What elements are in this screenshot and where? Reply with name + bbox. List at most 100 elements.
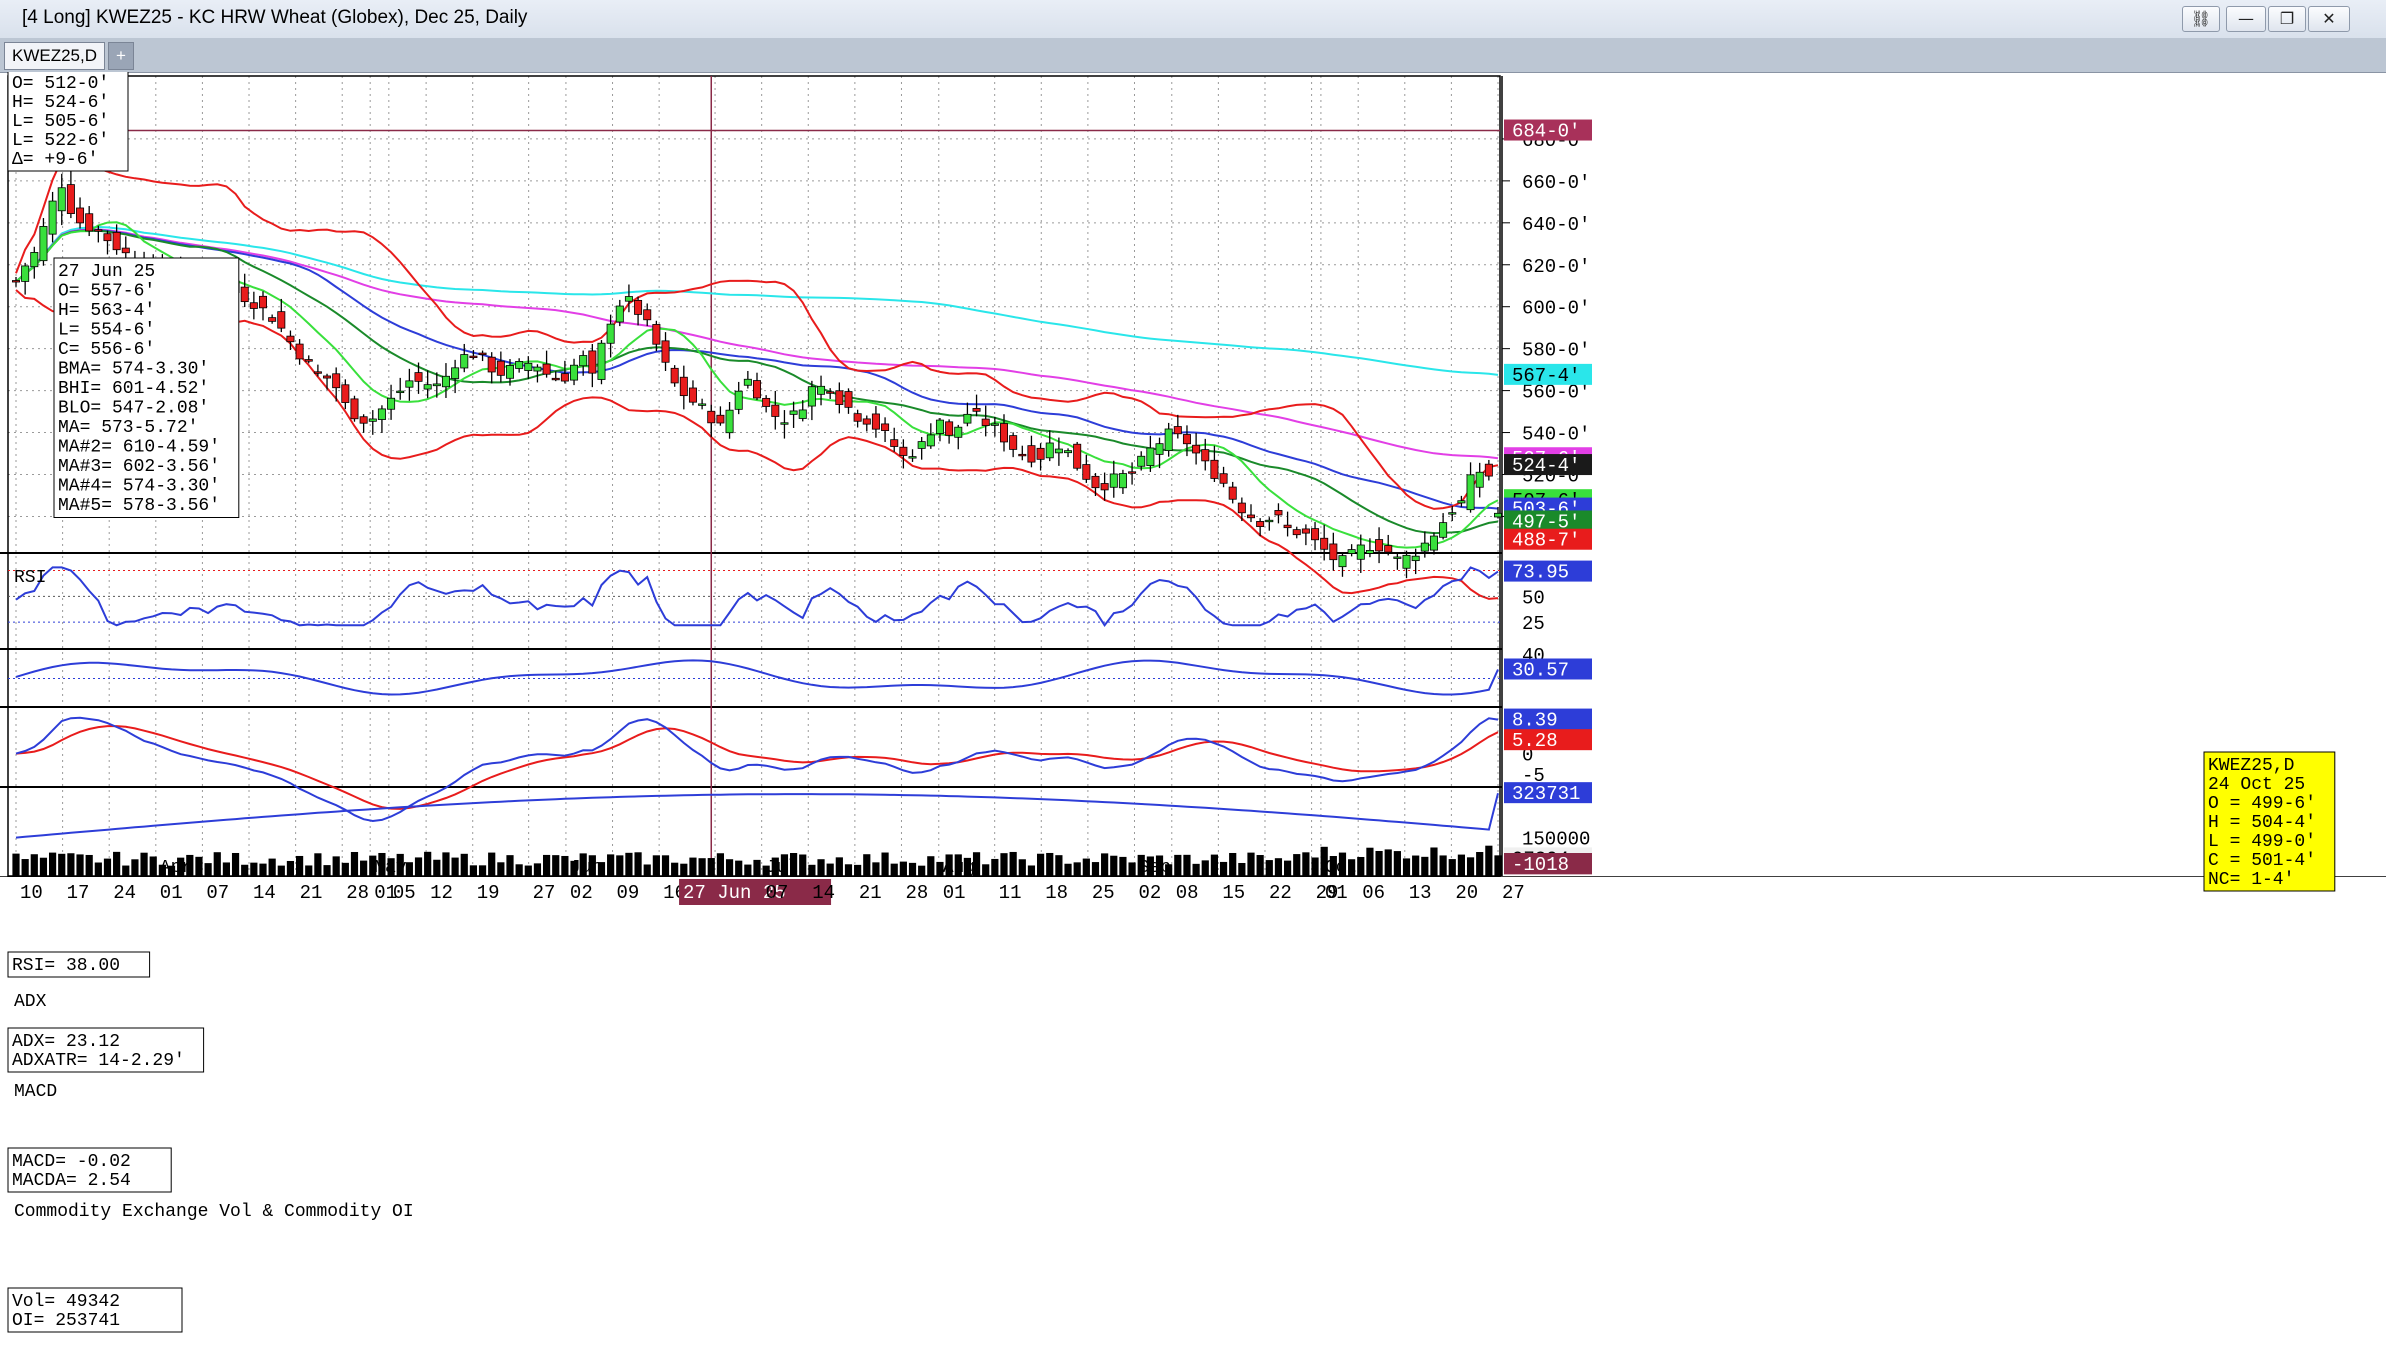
- volume-bar: [1219, 861, 1228, 876]
- volume-bar: [48, 852, 57, 876]
- candle: [542, 363, 551, 375]
- date-label: 07: [206, 882, 229, 904]
- link-icon[interactable]: ⛓: [2182, 6, 2220, 32]
- volume-bar: [936, 861, 944, 876]
- candle: [258, 295, 267, 309]
- candle: [21, 265, 30, 282]
- volume-bar: [387, 858, 395, 876]
- candle: [1301, 528, 1310, 534]
- volume-bar: [286, 860, 295, 876]
- tooltip-box-line: NC= 1-4': [2208, 870, 2294, 890]
- volume-bar: [954, 854, 962, 876]
- candle: [890, 439, 899, 447]
- volume-bar: [1229, 852, 1237, 876]
- volume-bar: [1393, 851, 1401, 876]
- candle: [1247, 514, 1256, 519]
- date-label: 01: [1325, 882, 1348, 904]
- candle: [652, 324, 661, 345]
- volume-bar: [21, 859, 29, 876]
- candle: [1466, 474, 1475, 511]
- tooltip-box-line: KWEZ25,D: [2208, 756, 2294, 776]
- candle: [862, 418, 871, 425]
- volume-bar: [808, 864, 816, 876]
- tooltip-box-line: L = 499-0': [2208, 832, 2316, 852]
- add-tab-button[interactable]: +: [108, 42, 134, 70]
- candle: [560, 373, 569, 382]
- rsi-readout-bg: [7, 951, 151, 978]
- candle: [835, 390, 844, 405]
- volume-bar: [460, 853, 468, 876]
- candle: [304, 359, 313, 362]
- candle: [1054, 448, 1063, 454]
- volume-bar: [1466, 857, 1475, 876]
- tab-symbol[interactable]: KWEZ25,D: [4, 42, 106, 70]
- ma-line: [15, 229, 1499, 535]
- candle: [414, 372, 423, 382]
- volume-bar: [945, 854, 953, 876]
- volume-bar: [872, 862, 880, 876]
- candle: [762, 397, 771, 407]
- open-interest-line: [15, 792, 1499, 839]
- candle: [1448, 512, 1457, 515]
- volume-bar: [295, 855, 304, 876]
- cursor-box-line: BHI= 601-4.52': [58, 379, 209, 399]
- candle: [1402, 554, 1411, 569]
- candle: [368, 418, 377, 422]
- ma-line: [15, 221, 1499, 549]
- cursor-box-bg: [53, 257, 240, 518]
- candle: [679, 376, 688, 397]
- cursor-box-line: H= 563-4': [58, 301, 155, 321]
- candle: [917, 441, 926, 449]
- price-tick-label: 660-0': [1522, 172, 1590, 194]
- volume-bar: [579, 853, 587, 876]
- ohlc-box-line: L= 505-6': [12, 112, 109, 132]
- candle: [103, 233, 112, 242]
- chart-canvas[interactable]: 680-0'660-0'640-0'620-0'600-0'580-0'560-…: [0, 72, 2386, 1370]
- date-label: 05: [393, 882, 416, 904]
- volume-bar: [963, 857, 972, 876]
- rsi-line: [15, 566, 1499, 628]
- volume-bar: [122, 865, 130, 876]
- candle: [76, 207, 85, 224]
- volume-bar: [1046, 852, 1054, 876]
- volume-bar: [1448, 859, 1456, 876]
- candle: [1320, 537, 1329, 550]
- price-flag: 684-0': [1512, 121, 1580, 143]
- candle: [1182, 434, 1191, 445]
- volume-bar: [863, 854, 871, 876]
- volume-bar: [680, 863, 688, 876]
- candle: [405, 380, 414, 388]
- volume-bar: [67, 853, 75, 876]
- candle: [716, 414, 725, 424]
- volume-bar: [607, 854, 615, 876]
- candle: [1137, 455, 1146, 467]
- price-flag-bg: [1504, 363, 1592, 385]
- candle: [48, 200, 57, 235]
- date-label: 07: [766, 882, 789, 904]
- close-button[interactable]: ✕: [2308, 6, 2350, 32]
- adx-title: ADX: [14, 992, 47, 1012]
- volume-bar: [735, 860, 743, 876]
- candle: [1100, 483, 1109, 491]
- volume-bar: [1036, 853, 1045, 876]
- volume-bar: [1311, 857, 1319, 876]
- candle: [460, 354, 469, 369]
- month-label: Apr: [160, 858, 192, 878]
- candle: [1027, 445, 1036, 463]
- volume-bar: [222, 862, 231, 876]
- volume-bar: [378, 852, 386, 876]
- volume-bar: [1064, 863, 1072, 876]
- candle: [1484, 463, 1493, 477]
- adx-readout-line: ADX= 23.12: [12, 1032, 120, 1052]
- candle: [11, 280, 20, 283]
- minimize-button[interactable]: —: [2226, 6, 2266, 32]
- volume-bar: [158, 864, 166, 876]
- indicator-lines: [8, 158, 1500, 839]
- restore-button[interactable]: ❐: [2268, 6, 2306, 32]
- date-label: 10: [20, 882, 43, 904]
- volume-bar: [972, 852, 981, 876]
- macd-readout-line: MACDA= 2.54: [12, 1171, 131, 1191]
- macd-tick-label: -5: [1522, 765, 1545, 787]
- volume-bar: [1293, 854, 1301, 876]
- volume-bar: [652, 855, 660, 876]
